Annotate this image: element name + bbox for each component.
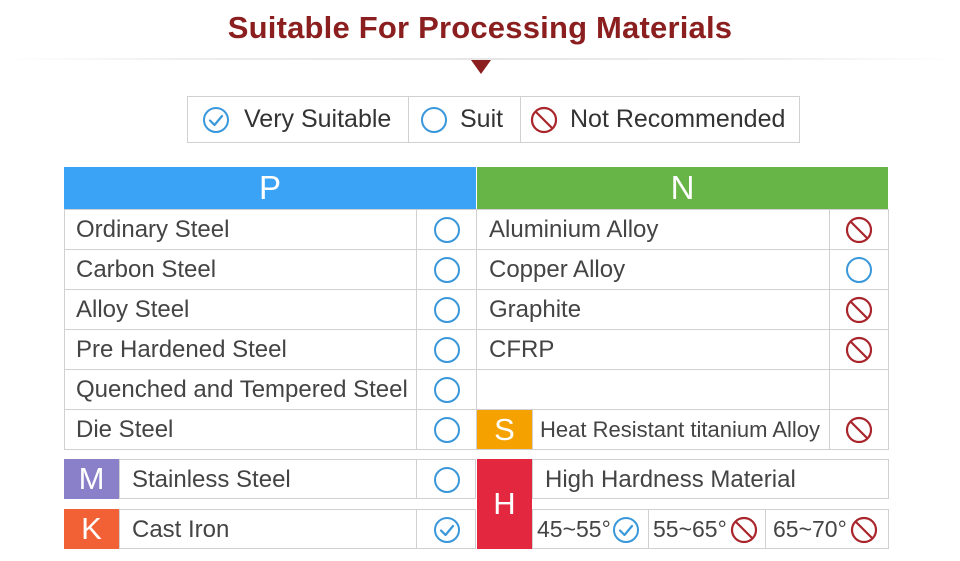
- prohibited-icon: [830, 290, 888, 330]
- p-row-label: Pre Hardened Steel: [76, 336, 287, 363]
- check-circle-icon: [417, 510, 476, 549]
- grid-line: [64, 369, 889, 370]
- h-range-55-65: 55~65°: [653, 510, 758, 549]
- n-row-label: Graphite: [489, 296, 582, 323]
- n-row-label: Aluminium Alloy: [489, 216, 659, 243]
- h-title-box: [532, 459, 889, 499]
- k-badge: K: [64, 509, 119, 549]
- h-range-label: 65~70°: [773, 516, 847, 542]
- m-badge: M: [64, 459, 119, 499]
- p-row-label: Alloy Steel: [76, 296, 190, 323]
- legend-suit-label: Suit: [460, 105, 504, 133]
- circle-icon: [830, 250, 888, 290]
- grid-line: [64, 409, 889, 410]
- grid-line: [532, 409, 533, 449]
- h-range-label: 45~55°: [537, 516, 611, 542]
- grid-line: [648, 509, 649, 549]
- legend-not-recommended: Not Recommended: [530, 97, 800, 142]
- check-circle-icon: [612, 516, 640, 544]
- s-badge: S: [477, 410, 532, 449]
- h-range-65-70: 65~70°: [773, 510, 878, 549]
- m-row-label: Stainless Steel: [132, 465, 291, 493]
- legend-very-suitable-label: Very Suitable: [244, 105, 392, 133]
- k-row-label: Cast Iron: [132, 515, 230, 543]
- prohibited-icon: [530, 106, 558, 134]
- p-row-label: Die Steel: [76, 416, 174, 443]
- circle-icon: [417, 460, 476, 499]
- legend-very-suitable: Very Suitable: [202, 97, 408, 142]
- circle-icon: [417, 330, 476, 370]
- n-row-label: Copper Alloy: [489, 256, 626, 283]
- grid-line: [64, 329, 889, 330]
- prohibited-icon: [850, 516, 878, 544]
- grid-line: [829, 409, 830, 449]
- grid-line: [64, 249, 889, 250]
- legend-divider: [520, 97, 521, 142]
- h-ranges-box: [532, 509, 889, 549]
- grid-line: [64, 289, 889, 290]
- circle-icon: [417, 370, 476, 410]
- h-range-label: 55~65°: [653, 516, 727, 542]
- m-row-box: [119, 459, 476, 499]
- legend-suit: Suit: [420, 97, 520, 142]
- prohibited-icon: [730, 516, 758, 544]
- p-row-label: Quenched and Tempered Steel: [76, 376, 408, 403]
- grid-line: [765, 509, 766, 549]
- legend-not-recommended-label: Not Recommended: [570, 105, 786, 133]
- legend-divider: [408, 97, 409, 142]
- prohibited-icon: [830, 410, 888, 449]
- title-divider: [0, 58, 960, 60]
- s-row-label: Heat Resistant titanium Alloy: [540, 416, 821, 442]
- n-row-label: CFRP: [489, 336, 555, 363]
- header-p: P: [64, 167, 476, 209]
- header-n: N: [477, 167, 888, 209]
- legend: Very Suitable Suit Not Recommended: [187, 96, 800, 143]
- grid-line: [416, 459, 417, 499]
- prohibited-icon: [830, 210, 888, 250]
- circle-icon: [420, 106, 448, 134]
- grid-line: [416, 509, 417, 549]
- grid-line: [829, 209, 830, 409]
- circle-icon: [417, 290, 476, 330]
- p-row-label: Carbon Steel: [76, 256, 217, 283]
- k-row-box: [119, 509, 476, 549]
- h-row-label: High Hardness Material: [545, 465, 796, 493]
- prohibited-icon: [830, 330, 888, 370]
- p-row-label: Ordinary Steel: [76, 216, 230, 243]
- h-badge: H: [477, 459, 532, 549]
- circle-icon: [417, 250, 476, 290]
- check-circle-icon: [202, 106, 230, 134]
- circle-icon: [417, 210, 476, 250]
- title-arrow-icon: [471, 60, 491, 74]
- page-title: Suitable For Processing Materials: [227, 10, 733, 45]
- h-range-45-55: 45~55°: [537, 510, 640, 549]
- circle-icon: [417, 410, 476, 450]
